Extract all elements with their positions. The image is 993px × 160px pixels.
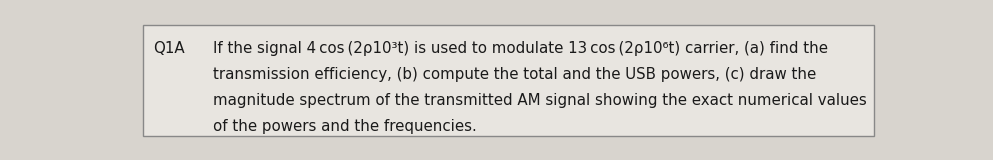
- Text: of the powers and the frequencies.: of the powers and the frequencies.: [213, 119, 477, 134]
- Text: Q1A: Q1A: [153, 41, 185, 56]
- Text: transmission efficiency, (b) compute the total and the USB powers, (c) draw the: transmission efficiency, (b) compute the…: [213, 67, 816, 82]
- FancyBboxPatch shape: [143, 25, 875, 136]
- Text: magnitude spectrum of the transmitted AM signal showing the exact numerical valu: magnitude spectrum of the transmitted AM…: [213, 93, 866, 108]
- Text: If the signal 4 cos (2ρ10³t) is used to modulate 13 cos (2ρ10⁶t) carrier, (a) fi: If the signal 4 cos (2ρ10³t) is used to …: [213, 41, 827, 56]
